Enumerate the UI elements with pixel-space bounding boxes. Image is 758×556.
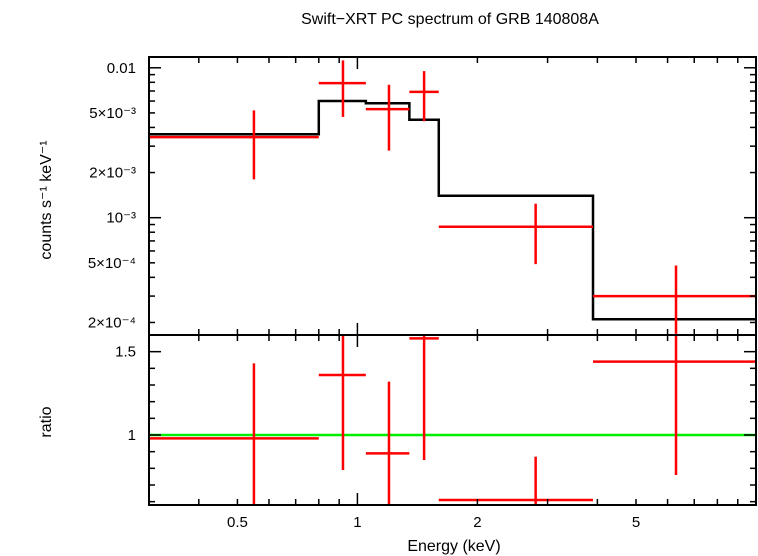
y-axis-label-spectrum: counts s⁻¹ keV⁻¹ bbox=[38, 140, 55, 259]
model-line bbox=[149, 99, 756, 321]
data-point bbox=[593, 265, 756, 334]
data-point bbox=[365, 84, 410, 151]
y-tick-label: 5×10⁻³ bbox=[89, 105, 136, 122]
ratio-frame bbox=[148, 334, 757, 506]
y-tick-label: 2×10⁻³ bbox=[89, 165, 136, 182]
data-point bbox=[318, 60, 366, 117]
ratio-point bbox=[593, 335, 756, 475]
x-tick-label: 5 bbox=[632, 514, 640, 531]
x-tick-label: 2 bbox=[473, 514, 481, 531]
data-point bbox=[438, 203, 594, 265]
y-tick-label: 1.5 bbox=[115, 344, 136, 361]
y-axis-label-ratio: ratio bbox=[38, 406, 55, 437]
y-tick-label: 5×10⁻⁴ bbox=[88, 255, 136, 272]
y-tick-label: 1 bbox=[128, 427, 136, 444]
y-tick-label: 2×10⁻⁴ bbox=[88, 314, 136, 331]
x-axis-label: Energy (keV) bbox=[407, 538, 500, 555]
data-point bbox=[149, 110, 319, 180]
ratio-point bbox=[149, 363, 319, 505]
x-tick-label: 1 bbox=[353, 514, 361, 531]
spectrum-panel: 0.01 5×10⁻³ 2×10⁻³ 10⁻³ 5×10⁻⁴ 2×10⁻⁴ bbox=[88, 56, 757, 336]
ratio-point bbox=[438, 456, 594, 505]
chart-title: Swift−XRT PC spectrum of GRB 140808A bbox=[301, 11, 599, 28]
ratio-panel: 0.5 1 2 5 1.5 1 bbox=[115, 334, 757, 531]
y-tick-label: 0.01 bbox=[107, 60, 136, 77]
x-tick-label: 0.5 bbox=[227, 514, 248, 531]
ratio-point bbox=[365, 381, 410, 505]
y-tick-label: 10⁻³ bbox=[106, 210, 136, 227]
ratio-point bbox=[409, 335, 439, 460]
data-point bbox=[409, 71, 439, 122]
ratio-point bbox=[318, 335, 366, 470]
